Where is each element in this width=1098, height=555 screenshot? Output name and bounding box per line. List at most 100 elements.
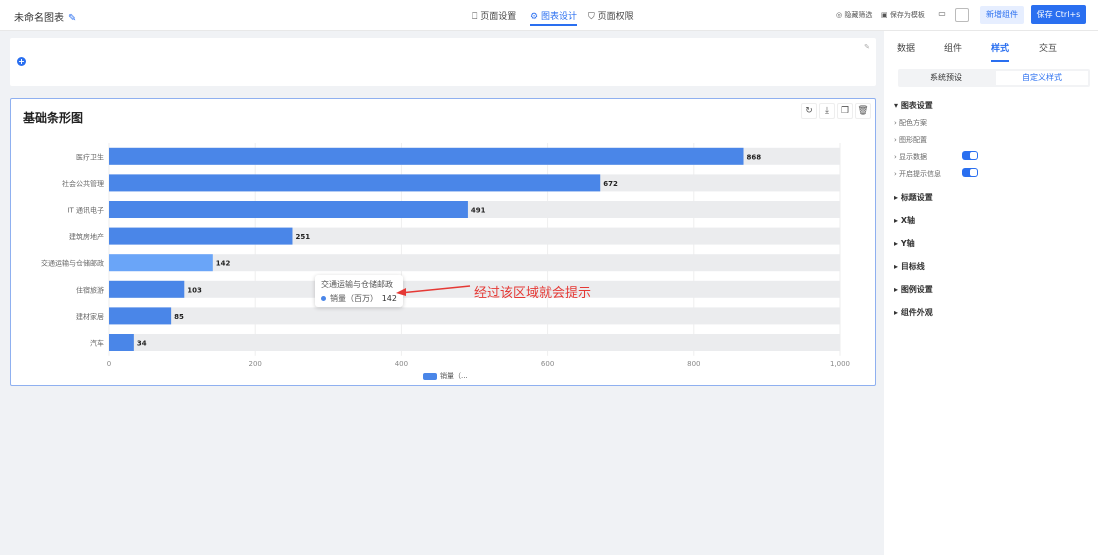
x-tick-label: 600 bbox=[541, 360, 554, 368]
data-label: 34 bbox=[137, 340, 147, 348]
tooltip-title: 交通运输与仓储邮政 bbox=[321, 280, 393, 289]
series-dot bbox=[321, 296, 326, 301]
top-bar: 未命名图表 ✎ ⎕ 页面设置 ⚙ 图表设计 ⛉ 页面权限 ◎ 隐藏筛选 ▣ 保存为… bbox=[0, 0, 1098, 31]
item-color-scheme[interactable]: › 配色方案 bbox=[894, 119, 928, 127]
panel-tab-interaction[interactable]: 交互 bbox=[1039, 44, 1058, 54]
section-label: 图表设置 bbox=[900, 101, 933, 110]
section-legend-settings[interactable]: ▸ 图例设置 bbox=[894, 285, 933, 294]
annotation-text: 经过该区域就会提示 bbox=[474, 286, 592, 301]
y-tick-label: IT 通讯电子 bbox=[67, 206, 104, 215]
bar[interactable] bbox=[109, 201, 468, 218]
background-bar bbox=[109, 254, 840, 272]
section-x-axis[interactable]: ▸ X轴 bbox=[894, 216, 915, 225]
x-tick-label: 0 bbox=[107, 360, 111, 368]
edit-icon[interactable]: ✎ bbox=[68, 13, 77, 24]
save-template-button[interactable]: ▣ 保存为模板 bbox=[881, 11, 925, 19]
panel-tab-style[interactable]: 样式 bbox=[991, 41, 1010, 62]
x-tick-label: 400 bbox=[395, 360, 408, 368]
copy-icon[interactable]: ❐ bbox=[837, 103, 853, 119]
tab-page-settings[interactable]: ⎕ 页面设置 bbox=[472, 12, 517, 22]
section-y-axis[interactable]: ▸ Y轴 bbox=[894, 239, 915, 248]
pin-icon[interactable]: ✎ bbox=[864, 43, 870, 51]
bar[interactable] bbox=[109, 280, 185, 298]
tab-label: 图表设计 bbox=[540, 12, 577, 22]
refresh-icon[interactable]: ↻ bbox=[801, 103, 817, 119]
chart-card[interactable]: 基础条形图 ↻ ⤓ ❐ 🗑 0 200 400 600 800 1,000 868 医疗卫生 6… bbox=[10, 98, 876, 386]
data-label: 491 bbox=[471, 207, 486, 215]
preset-system[interactable]: 系统预设 bbox=[930, 73, 962, 82]
tooltip: 交通运输与仓储邮政 销量（百万） 142 bbox=[315, 275, 403, 307]
item-tooltip: › 开启提示信息 bbox=[894, 168, 994, 179]
tooltip-value: 142 bbox=[381, 294, 397, 303]
y-tick-label: 交通运输与仓储邮政 bbox=[41, 259, 104, 268]
section-component-appearance[interactable]: ▸ 组件外观 bbox=[894, 308, 933, 317]
item-show-data: › 显示数据 bbox=[894, 151, 994, 162]
data-label: 672 bbox=[603, 180, 618, 188]
tooltip-toggle[interactable] bbox=[962, 168, 978, 177]
chart-name[interactable]: 未命名图表 ✎ bbox=[14, 9, 76, 24]
data-label: 251 bbox=[295, 233, 310, 241]
x-tick-label: 1,000 bbox=[830, 360, 850, 368]
item-shape-config[interactable]: › 图形配置 bbox=[894, 136, 928, 144]
section-label: 组件外观 bbox=[900, 308, 933, 317]
item-label: 配色方案 bbox=[899, 119, 928, 127]
bar[interactable] bbox=[109, 334, 134, 351]
y-tick-label: 建筑房地产 bbox=[69, 232, 104, 241]
data-label: 868 bbox=[747, 153, 762, 161]
bar[interactable] bbox=[109, 147, 744, 165]
tooltip-series: 销量（百万） bbox=[330, 294, 378, 303]
bar[interactable] bbox=[109, 227, 293, 245]
x-tick-label: 800 bbox=[687, 360, 700, 368]
section-label: Y轴 bbox=[900, 239, 915, 248]
section-label: 标题设置 bbox=[900, 193, 933, 202]
section-label: 目标线 bbox=[900, 262, 925, 271]
legend-label: 销量（... bbox=[440, 372, 468, 380]
legend-item[interactable]: 销量（... bbox=[423, 371, 468, 381]
bar[interactable] bbox=[109, 307, 172, 325]
item-label: 显示数据 bbox=[899, 153, 928, 161]
tab-page-permissions[interactable]: ⛉ 页面权限 bbox=[588, 12, 634, 22]
delete-icon[interactable]: 🗑 bbox=[855, 103, 871, 119]
save-template-label: 保存为模板 bbox=[889, 11, 925, 19]
chart-title: 基础条形图 bbox=[23, 111, 84, 125]
item-label: 图形配置 bbox=[899, 136, 928, 144]
x-tick-label: 200 bbox=[249, 360, 262, 368]
y-tick-label: 建材家居 bbox=[76, 312, 104, 321]
section-title-settings[interactable]: ▸ 标题设置 bbox=[894, 193, 933, 202]
section-label: 图例设置 bbox=[900, 285, 933, 294]
hide-filter-button[interactable]: ◎ 隐藏筛选 bbox=[836, 11, 873, 19]
y-tick-label: 汽车 bbox=[90, 339, 104, 348]
save-button[interactable]: 保存 Ctrl+s bbox=[1031, 5, 1086, 24]
download-icon[interactable]: ⤓ bbox=[819, 103, 835, 119]
y-tick-label: 社会公共管理 bbox=[62, 179, 104, 188]
legend-swatch bbox=[423, 372, 437, 380]
filter-card: + ✎ bbox=[10, 38, 876, 86]
panel-tab-component[interactable]: 组件 bbox=[944, 44, 963, 54]
bar-chart: 0 200 400 600 800 1,000 868 医疗卫生 672 社会公共管理 491 IT … bbox=[41, 143, 850, 368]
section-target-line[interactable]: ▸ 目标线 bbox=[894, 262, 925, 271]
section-chart-settings[interactable]: ▾ 图表设置 bbox=[894, 101, 933, 110]
mobile-icon[interactable] bbox=[955, 8, 969, 22]
data-label: 103 bbox=[187, 286, 202, 294]
hide-filter-label: 隐藏筛选 bbox=[844, 11, 873, 19]
desktop-icon[interactable]: ▭ bbox=[938, 9, 946, 18]
bar[interactable] bbox=[109, 174, 601, 192]
data-label: 85 bbox=[174, 313, 184, 321]
bar[interactable] bbox=[109, 254, 213, 272]
y-tick-label: 医疗卫生 bbox=[76, 152, 104, 161]
item-label: 开启提示信息 bbox=[899, 170, 942, 178]
preset-custom[interactable]: 自定义样式 bbox=[996, 71, 1088, 85]
background-bar bbox=[109, 307, 840, 325]
y-tick-label: 住宿旅游 bbox=[76, 285, 104, 294]
tab-label: 页面权限 bbox=[597, 12, 634, 22]
tab-label: 页面设置 bbox=[480, 12, 517, 22]
add-component-button[interactable]: 新增组件 bbox=[980, 6, 1024, 24]
section-label: X轴 bbox=[900, 216, 915, 225]
background-bar bbox=[109, 334, 840, 351]
data-label: 142 bbox=[216, 260, 231, 268]
panel-tab-data[interactable]: 数据 bbox=[897, 44, 916, 54]
tab-chart-design[interactable]: ⚙ 图表设计 bbox=[530, 9, 577, 26]
style-preset-switch: 系统预设 自定义样式 bbox=[898, 69, 1090, 87]
add-icon[interactable]: + bbox=[17, 57, 26, 66]
show-data-toggle[interactable] bbox=[962, 151, 978, 160]
